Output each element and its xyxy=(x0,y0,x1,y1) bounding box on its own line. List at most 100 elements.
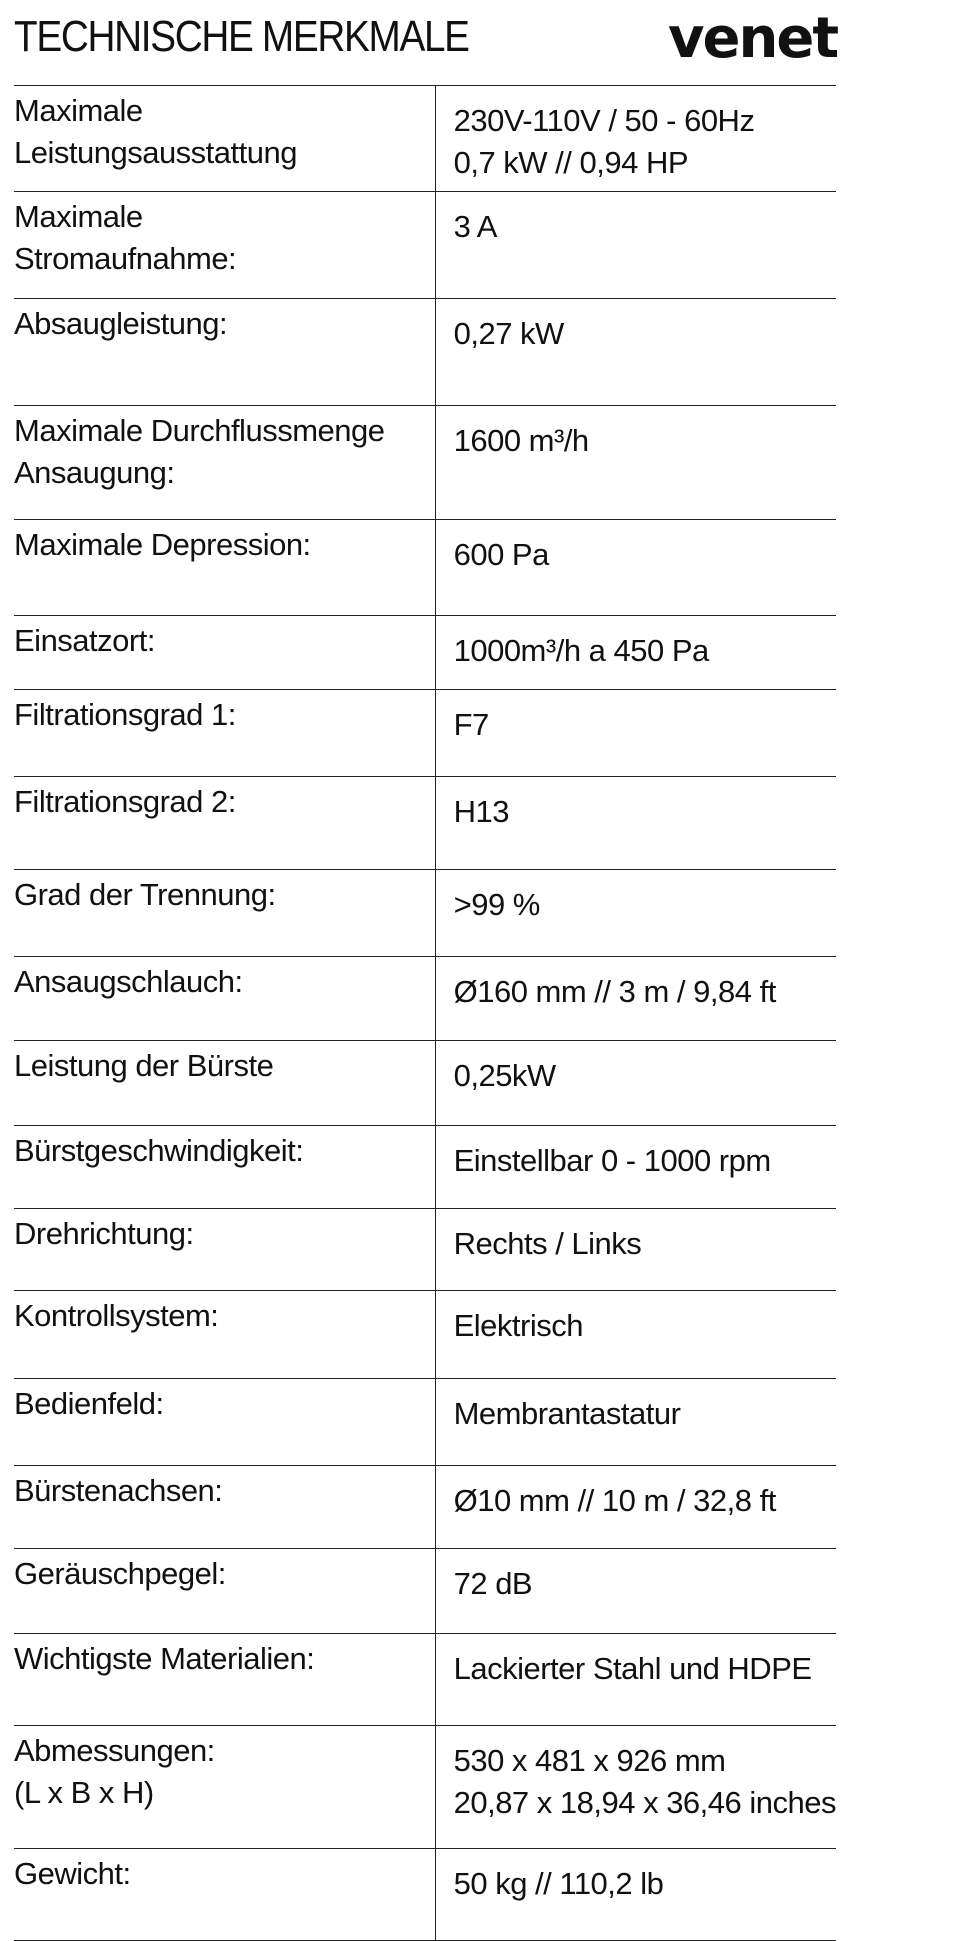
spec-label: Maximale Stromaufnahme: xyxy=(14,191,436,299)
spec-value-line: 600 Pa xyxy=(453,537,550,572)
spec-label-line: Leistung der Bürste xyxy=(14,1048,274,1083)
spec-label-line: Drehrichtung: xyxy=(14,1216,194,1251)
spec-label: Maximale Durchflussmenge Ansaugung: xyxy=(14,405,436,520)
specs-table: Maximale Leistungsausstattung 230V-110V / … xyxy=(14,85,837,1941)
spec-row: Bedienfeld: Membrantastatur xyxy=(14,1378,836,1466)
spec-value-line: 0,25kW xyxy=(453,1058,557,1093)
spec-value: 3 A xyxy=(435,191,836,299)
spec-row: Kontrollsystem: Elektrisch xyxy=(14,1290,836,1379)
spec-value-line: 0,7 kW // 0,94 HP xyxy=(453,145,689,180)
spec-label: Bedienfeld: xyxy=(14,1378,436,1466)
spec-label: Grad der Trennung: xyxy=(14,869,436,957)
spec-row: Wichtigste Materialien: Lackierter Stahl … xyxy=(14,1633,836,1726)
spec-label: Geräuschpegel: xyxy=(14,1548,436,1634)
spec-row: Drehrichtung: Rechts / Links xyxy=(14,1208,836,1291)
spec-row: Maximale Stromaufnahme: 3 A xyxy=(14,191,836,299)
spec-value: 230V-110V / 50 - 60Hz 0,7 kW // 0,94 HP xyxy=(435,85,836,192)
spec-value: 530 x 481 x 926 mm 20,87 x 18,94 x 36,46 … xyxy=(435,1725,837,1849)
spec-label: Leistung der Bürste xyxy=(14,1040,436,1126)
spec-label-line: Wichtigste Materialien: xyxy=(14,1641,315,1676)
spec-label-line: Bedienfeld: xyxy=(14,1386,164,1421)
spec-label-line: Bürstenachsen: xyxy=(14,1473,223,1508)
spec-value: >99 % xyxy=(435,869,836,957)
spec-label-line: (L x B x H) xyxy=(14,1775,154,1810)
spec-label: Maximale Leistungsausstattung xyxy=(14,85,436,192)
spec-label-line: Leistungsausstattung xyxy=(14,135,297,170)
spec-row: Geräuschpegel: 72 dB xyxy=(14,1548,836,1634)
spec-value: 1600 m³/h xyxy=(435,405,836,520)
spec-row: Leistung der Bürste 0,25kW xyxy=(14,1040,836,1126)
spec-label: Wichtigste Materialien: xyxy=(14,1633,436,1726)
spec-label: Gewicht: xyxy=(14,1848,436,1941)
spec-label-line: Maximale xyxy=(14,199,143,234)
spec-label: Drehrichtung: xyxy=(14,1208,436,1291)
spec-label-line: Absaugleistung: xyxy=(14,306,228,341)
spec-label-line: Ansaugung: xyxy=(14,455,175,490)
spec-value: Lackierter Stahl und HDPE xyxy=(435,1633,836,1726)
spec-label: Ansaugschlauch: xyxy=(14,956,436,1041)
spec-label: Bürstgeschwindigkeit: xyxy=(14,1125,436,1209)
spec-value-line: 20,87 x 18,94 x 36,46 inches xyxy=(453,1785,837,1820)
spec-label: Absaugleistung: xyxy=(14,298,436,406)
spec-row: Filtrationsgrad 1: F7 xyxy=(14,689,836,777)
spec-label-line: Geräuschpegel: xyxy=(14,1556,226,1591)
spec-value-line: Lackierter Stahl und HDPE xyxy=(453,1651,812,1686)
spec-value-line: 1600 m³/h xyxy=(453,423,590,458)
spec-value: Ø10 mm // 10 m / 32,8 ft xyxy=(435,1465,836,1549)
spec-value-line: Ø10 mm // 10 m / 32,8 ft xyxy=(453,1483,777,1518)
spec-value-line: Ø160 mm // 3 m / 9,84 ft xyxy=(453,974,777,1009)
spec-value-line: 0,27 kW xyxy=(453,316,565,351)
spec-label-line: Gewicht: xyxy=(14,1856,131,1891)
spec-value-line: Elektrisch xyxy=(453,1308,584,1343)
spec-label: Filtrationsgrad 2: xyxy=(14,776,436,870)
spec-row: Gewicht: 50 kg // 110,2 lb xyxy=(14,1848,836,1941)
spec-label: Maximale Depression: xyxy=(14,519,436,616)
spec-row: Maximale Depression: 600 Pa xyxy=(14,519,836,616)
spec-label-line: Bürstgeschwindigkeit: xyxy=(14,1133,304,1168)
spec-value-line: 1000m³/h a 450 Pa xyxy=(453,633,710,668)
spec-label: Filtrationsgrad 1: xyxy=(14,689,436,777)
spec-label-line: Filtrationsgrad 2: xyxy=(14,784,236,819)
spec-value-line: F7 xyxy=(453,707,490,742)
spec-value: Membrantastatur xyxy=(435,1378,836,1466)
spec-value-line: 72 dB xyxy=(453,1566,533,1601)
spec-label-line: Maximale Durchflussmenge xyxy=(14,413,385,448)
spec-value-line: Rechts / Links xyxy=(453,1226,642,1261)
spec-value: Ø160 mm // 3 m / 9,84 ft xyxy=(435,956,836,1041)
spec-row: Bürstgeschwindigkeit: Einstellbar 0 - 100… xyxy=(14,1125,836,1209)
spec-value-line: 530 x 481 x 926 mm xyxy=(453,1743,726,1778)
spec-row: Einsatzort: 1000m³/h a 450 Pa xyxy=(14,615,836,690)
spec-value: F7 xyxy=(435,689,836,777)
spec-row: Grad der Trennung: >99 % xyxy=(14,869,836,957)
spec-value-line: H13 xyxy=(453,794,510,829)
spec-value: 0,27 kW xyxy=(435,298,836,406)
spec-value-line: 3 A xyxy=(453,209,498,244)
spec-label: Kontrollsystem: xyxy=(14,1290,436,1379)
spec-label-line: Filtrationsgrad 1: xyxy=(14,697,236,732)
spec-row: Ansaugschlauch: Ø160 mm // 3 m / 9,84 ft xyxy=(14,956,836,1041)
spec-value: 0,25kW xyxy=(435,1040,836,1126)
spec-label: Einsatzort: xyxy=(14,615,436,690)
spec-value-line: 230V-110V / 50 - 60Hz xyxy=(453,103,755,138)
spec-label-line: Stromaufnahme: xyxy=(14,241,237,276)
spec-row: Bürstenachsen: Ø10 mm // 10 m / 32,8 ft xyxy=(14,1465,836,1549)
spec-row: Maximale Durchflussmenge Ansaugung: 1600 m… xyxy=(14,405,836,520)
spec-row: Absaugleistung: 0,27 kW xyxy=(14,298,836,406)
spec-value-line: 50 kg // 110,2 lb xyxy=(453,1866,664,1901)
spec-value: Einstellbar 0 - 1000 rpm xyxy=(435,1125,836,1209)
spec-value-line: Einstellbar 0 - 1000 rpm xyxy=(453,1143,772,1178)
spec-label-line: Maximale xyxy=(14,93,143,128)
spec-value: 1000m³/h a 450 Pa xyxy=(435,615,836,690)
page-title: TECHNISCHE MERKMALE xyxy=(14,12,470,61)
spec-value-line: >99 % xyxy=(453,887,541,922)
spec-label-line: Kontrollsystem: xyxy=(14,1298,219,1333)
spec-value: 600 Pa xyxy=(435,519,836,616)
spec-value: Rechts / Links xyxy=(435,1208,836,1291)
spec-value: H13 xyxy=(435,776,836,870)
spec-label-line: Ansaugschlauch: xyxy=(14,964,243,999)
spec-label-line: Abmessungen: xyxy=(14,1733,215,1768)
spec-value: 50 kg // 110,2 lb xyxy=(435,1848,836,1941)
spec-label: Bürstenachsen: xyxy=(14,1465,436,1549)
venet-logo: venet xyxy=(668,6,839,71)
spec-row: Maximale Leistungsausstattung 230V-110V / … xyxy=(14,85,836,192)
